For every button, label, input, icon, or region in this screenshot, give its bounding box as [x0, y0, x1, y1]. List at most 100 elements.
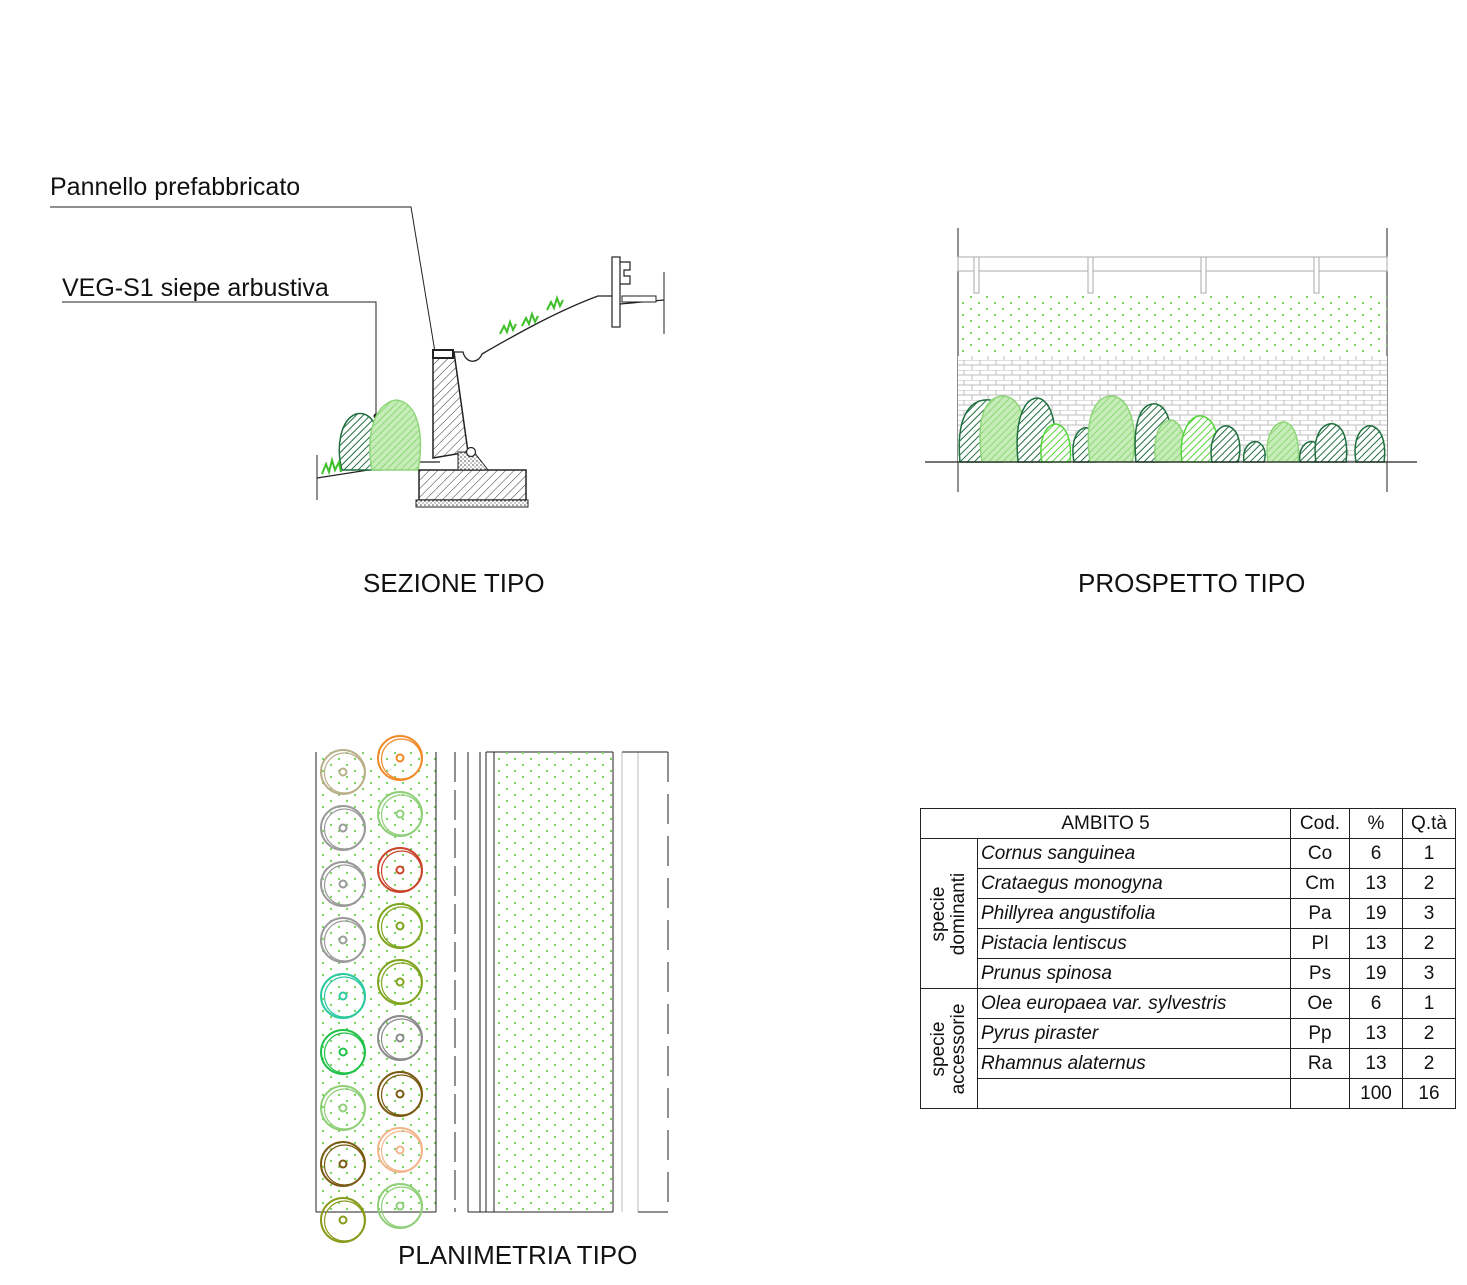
species-pct: 19 — [1349, 898, 1403, 929]
group-label-accessorie: specie accessorie — [920, 988, 978, 1109]
plan-shrub-circle — [320, 749, 366, 795]
grass-on-slope — [499, 294, 564, 335]
plan-shrub-circle — [320, 1141, 366, 1187]
group-label-dominanti: specie dominanti — [920, 838, 978, 989]
species-name: Prunus spinosa — [977, 958, 1291, 989]
title-planimetria-tipo: PLANIMETRIA TIPO — [398, 1240, 638, 1270]
plan-soil-band — [494, 752, 613, 1212]
total-pct: 100 — [1349, 1078, 1403, 1109]
soil-band — [958, 296, 1387, 354]
shrub-light — [369, 399, 422, 471]
species-qta: 2 — [1402, 1048, 1456, 1079]
title-prospetto-tipo: PROSPETTO TIPO — [1078, 568, 1306, 598]
plan-shrub-circle — [320, 1197, 366, 1243]
species-name: Pyrus piraster — [977, 1018, 1291, 1049]
plan-shrub-circle — [377, 1127, 423, 1173]
species-table: AMBITO 5 Cod. % Q.tà specie dominanti Cor… — [920, 808, 1456, 1109]
plan-shrub-circle — [377, 1015, 423, 1061]
header-qta: Q.tà — [1402, 808, 1456, 839]
guardrail-post — [611, 256, 621, 328]
species-cod: Pp — [1290, 1018, 1350, 1049]
plan-shrub-circle — [377, 1071, 423, 1117]
plan-shrub-circle — [320, 973, 366, 1019]
plan-shrub-circle — [377, 959, 423, 1005]
wall-cap — [432, 349, 454, 359]
species-qta: 3 — [1402, 958, 1456, 989]
railing-bar — [957, 256, 1388, 272]
species-cod: Oe — [1290, 988, 1350, 1019]
table-header-row: AMBITO 5 Cod. % Q.tà — [920, 808, 1456, 839]
table-row: Pistacia lentiscus Pl 13 2 — [921, 928, 1456, 959]
plan-shrub-circle — [320, 1029, 366, 1075]
elevation-shrubs — [958, 395, 1386, 463]
plan-shrub-circle — [377, 791, 423, 837]
table-row: Crataegus monogyna Cm 13 2 — [921, 868, 1456, 899]
species-cod: Co — [1290, 838, 1350, 869]
species-name: Rhamnus alaternus — [977, 1048, 1291, 1079]
species-qta: 1 — [1402, 838, 1456, 869]
species-qta: 1 — [1402, 988, 1456, 1019]
footing-base — [415, 499, 529, 508]
species-cod: Pl — [1290, 928, 1350, 959]
species-qta: 2 — [1402, 928, 1456, 959]
plan-shrub-circle — [320, 917, 366, 963]
species-pct: 13 — [1349, 928, 1403, 959]
species-name: Olea europaea var. sylvestris — [977, 988, 1291, 1019]
species-name: Pistacia lentiscus — [977, 928, 1291, 959]
species-pct: 13 — [1349, 868, 1403, 899]
table-row: specie accessorie Olea europaea var. sylv… — [920, 988, 1456, 1109]
header-pct: % — [1349, 808, 1403, 839]
table-totals-row: 100 16 — [921, 1078, 1456, 1109]
plan-shrub-circle — [320, 1085, 366, 1131]
plan-shrub-circle — [377, 847, 423, 893]
header-cod: Cod. — [1290, 808, 1350, 839]
species-pct: 19 — [1349, 958, 1403, 989]
section-drawing — [50, 206, 665, 508]
drain-pipe — [465, 446, 477, 458]
header-ambito: AMBITO 5 — [920, 808, 1291, 839]
plan-shrub-circle — [320, 805, 366, 851]
table-row: Rhamnus alaternus Ra 13 2 — [921, 1048, 1456, 1079]
plan-shrub-circle — [377, 1183, 423, 1229]
species-cod: Pa — [1290, 898, 1350, 929]
title-sezione-tipo: SEZIONE TIPO — [363, 568, 545, 598]
table-row: Phillyrea angustifolia Pa 19 3 — [921, 898, 1456, 929]
table-row: specie dominanti Cornus sanguinea Co 6 1 — [920, 838, 1456, 989]
guardrail-rail — [620, 261, 631, 285]
grass-tuft — [321, 456, 342, 476]
species-pct: 13 — [1349, 1018, 1403, 1049]
species-qta: 3 — [1402, 898, 1456, 929]
label-veg-s1-siepe: VEG-S1 siepe arbustiva — [62, 274, 329, 302]
table-row: Prunus spinosa Ps 19 3 — [921, 958, 1456, 989]
plan-shrub-circle — [320, 861, 366, 907]
species-qta: 2 — [1402, 1018, 1456, 1049]
totals-empty-name — [977, 1078, 1291, 1109]
plan-shrub-circles — [320, 735, 423, 1243]
total-qta: 16 — [1402, 1078, 1456, 1109]
species-qta: 2 — [1402, 868, 1456, 899]
totals-empty-cod — [1290, 1078, 1350, 1109]
road-curb — [621, 295, 657, 303]
species-pct: 13 — [1349, 1048, 1403, 1079]
retaining-wall-stem — [432, 351, 469, 459]
railing-posts — [973, 256, 1320, 294]
species-name: Crataegus monogyna — [977, 868, 1291, 899]
table-row: Pyrus piraster Pp 13 2 — [921, 1018, 1456, 1049]
elevation-drawing — [925, 228, 1417, 492]
label-pannello-prefabbricato: Pannello prefabbricato — [50, 173, 301, 201]
species-cod: Cm — [1290, 868, 1350, 899]
species-pct: 6 — [1349, 988, 1403, 1019]
wall-footing — [418, 469, 527, 501]
leader-line-pannello — [50, 206, 436, 353]
species-name: Cornus sanguinea — [977, 838, 1291, 869]
species-name: Phillyrea angustifolia — [977, 898, 1291, 929]
species-cod: Ps — [1290, 958, 1350, 989]
leader-line-veg — [62, 301, 377, 416]
plan-shrub-circle — [377, 735, 423, 781]
plan-shrub-circle — [377, 903, 423, 949]
species-pct: 6 — [1349, 838, 1403, 869]
embankment-line — [453, 295, 665, 362]
plan-drawing — [315, 735, 669, 1243]
species-cod: Ra — [1290, 1048, 1350, 1079]
